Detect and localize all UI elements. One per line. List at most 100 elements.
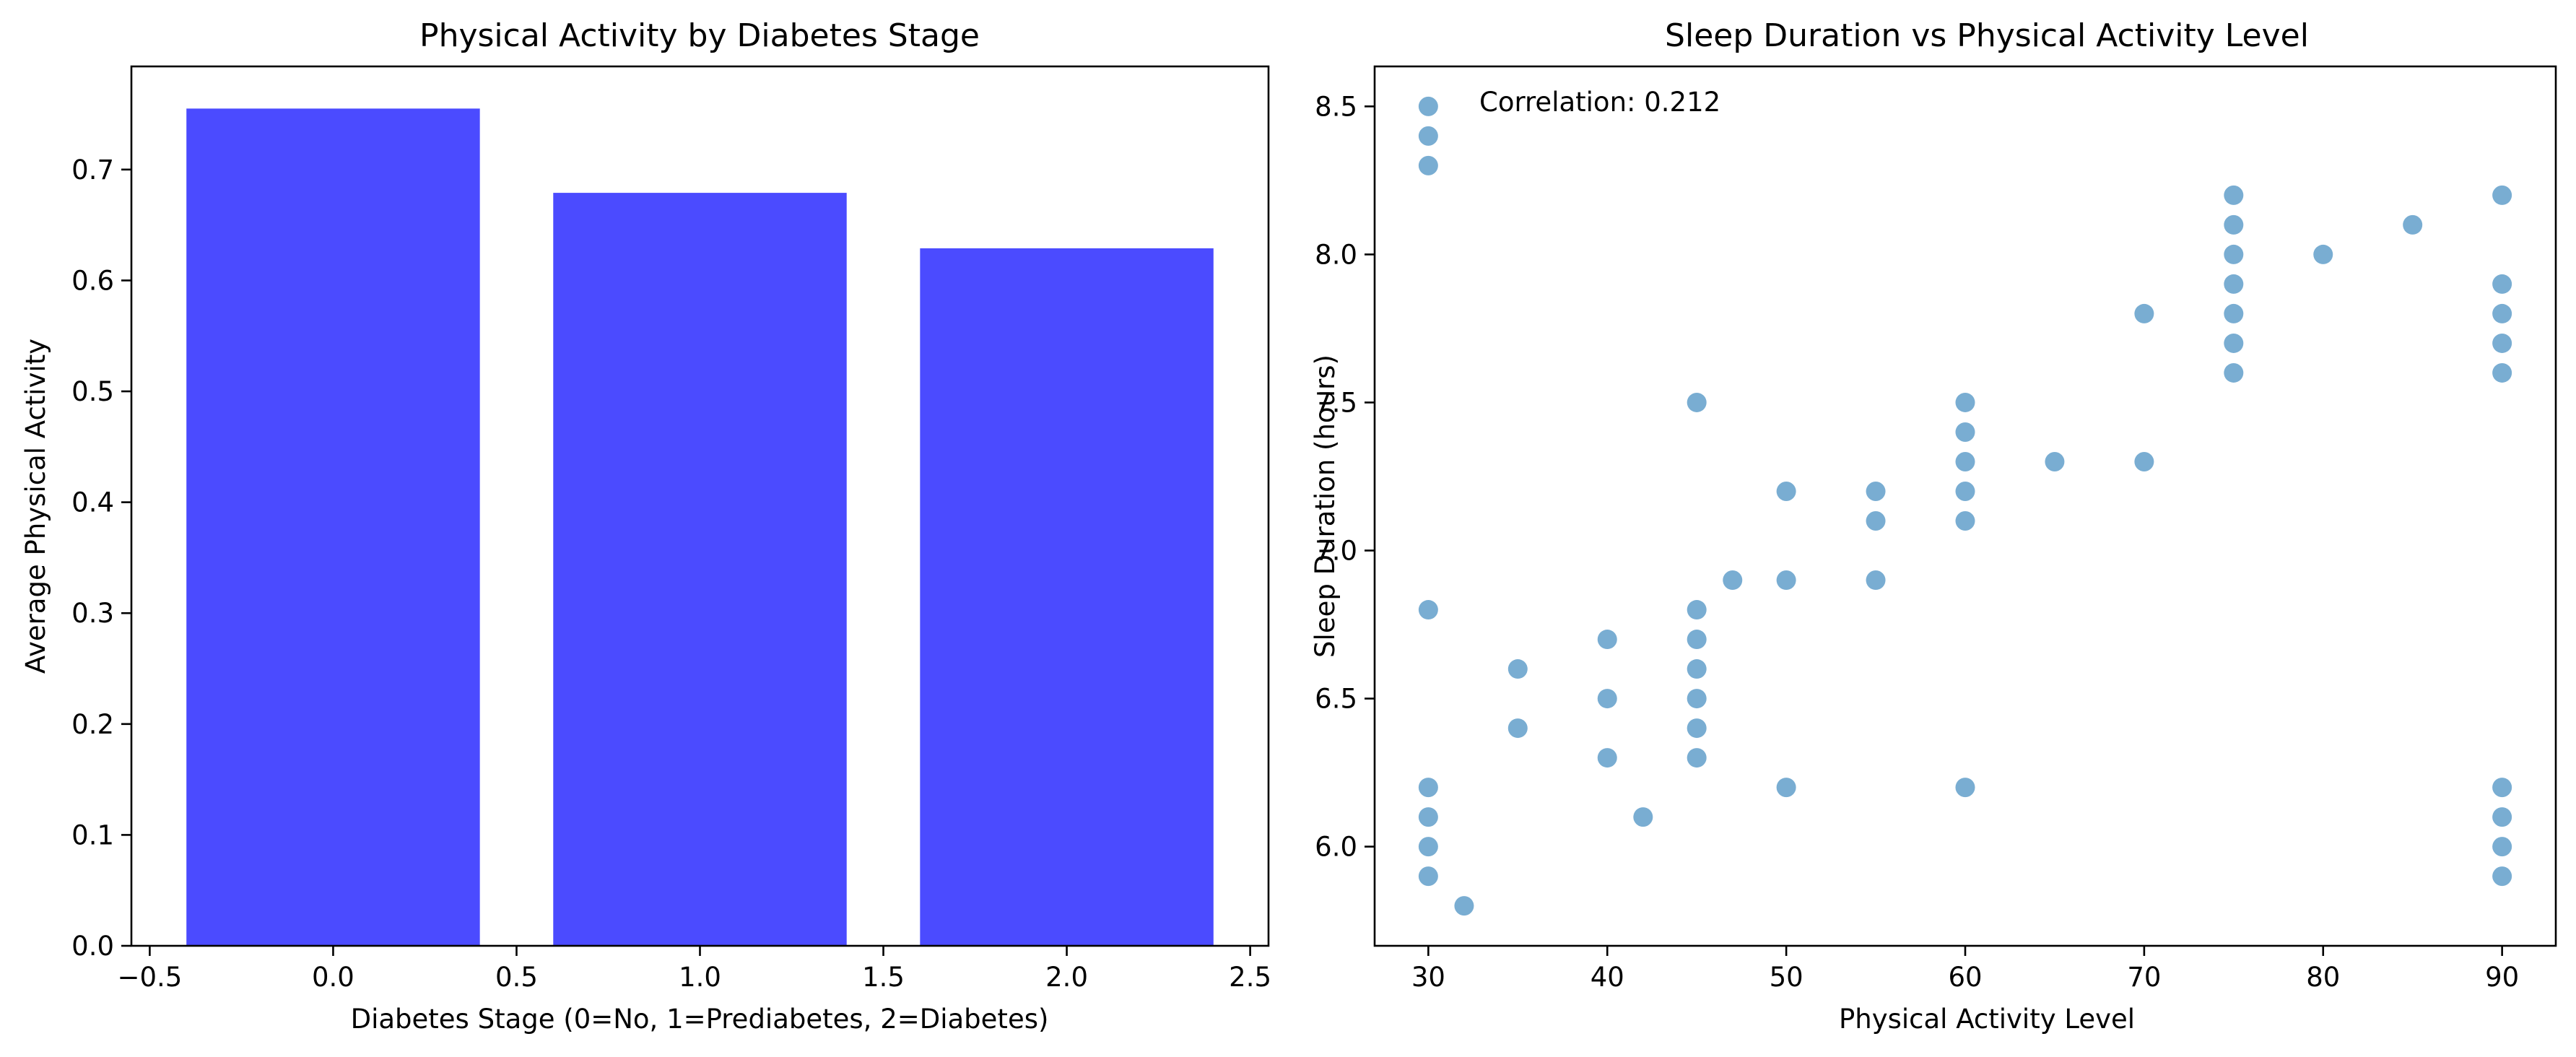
scatter-point xyxy=(2045,451,2065,471)
scatter-chart-title: Sleep Duration vs Physical Activity Leve… xyxy=(1665,17,2309,54)
y-tick-label: 6.5 xyxy=(1315,684,1357,715)
y-tick-label: 0.6 xyxy=(71,265,114,296)
x-tick-label: 30 xyxy=(1411,962,1445,993)
bar-chart-panel: Physical Activity by Diabetes Stage −0.5… xyxy=(20,17,1271,1035)
scatter-point xyxy=(1507,718,1528,739)
scatter-point xyxy=(1955,451,1975,471)
y-tick-label: 0.0 xyxy=(71,931,114,962)
bar-chart-title: Physical Activity by Diabetes Stage xyxy=(419,17,980,54)
scatter-point xyxy=(2134,303,2154,323)
y-tick-label: 7.5 xyxy=(1315,387,1357,418)
scatter-point xyxy=(1418,866,1438,887)
y-tick-label: 0.4 xyxy=(71,487,114,518)
x-tick-label: 50 xyxy=(1770,962,1803,993)
scatter-point xyxy=(2492,333,2512,353)
bar-chart-y-axis-label: Average Physical Activity xyxy=(20,339,51,674)
scatter-point xyxy=(1955,778,1975,798)
scatter-point xyxy=(2492,866,2512,887)
x-tick-label: 70 xyxy=(2127,962,2161,993)
x-tick-label: 80 xyxy=(2306,962,2340,993)
bar-stage-1 xyxy=(553,193,847,946)
x-tick-label: 1.5 xyxy=(862,962,905,993)
bar-chart-y-axis-ticks: 0.0 0.1 0.2 0.3 0.4 0.5 0.6 0.7 xyxy=(71,155,131,962)
scatter-point xyxy=(2224,333,2244,353)
scatter-point xyxy=(2224,185,2244,205)
y-tick-label: 0.5 xyxy=(71,376,114,407)
scatter-point xyxy=(2224,214,2244,235)
scatter-point xyxy=(2403,214,2423,235)
scatter-point xyxy=(1454,896,1474,916)
scatter-point xyxy=(2492,303,2512,323)
scatter-chart-plot-frame xyxy=(1373,65,2557,947)
bar-chart-x-axis-ticks: −0.5 0.0 0.5 1.0 1.5 2.0 2.5 xyxy=(117,946,1271,993)
scatter-chart-x-axis-ticks: 30 40 50 60 70 80 90 xyxy=(1411,946,2519,993)
y-tick-label: 7.0 xyxy=(1315,536,1357,567)
scatter-point xyxy=(1866,511,1886,531)
scatter-point xyxy=(1418,155,1438,175)
scatter-point xyxy=(1955,392,1975,412)
scatter-point xyxy=(1687,689,1707,709)
scatter-point xyxy=(1597,630,1617,650)
scatter-point xyxy=(1633,807,1653,827)
scatter-point xyxy=(1955,422,1975,442)
y-tick-label: 8.5 xyxy=(1315,91,1357,122)
scatter-point xyxy=(2313,244,2333,264)
scatter-point xyxy=(2224,362,2244,383)
scatter-point xyxy=(2492,185,2512,205)
x-tick-label: 40 xyxy=(1591,962,1624,993)
scatter-point xyxy=(1418,96,1438,116)
scatter-point xyxy=(1687,600,1707,620)
scatter-point xyxy=(1955,481,1975,501)
scatter-point xyxy=(2134,451,2154,471)
scatter-point xyxy=(2492,807,2512,827)
bar-stage-0 xyxy=(186,108,480,946)
scatter-point xyxy=(2492,274,2512,294)
scatter-chart-y-axis-label: Sleep Duration (hours) xyxy=(1310,354,1341,658)
scatter-point xyxy=(1776,570,1796,591)
scatter-point xyxy=(1866,570,1886,591)
scatter-point xyxy=(1687,659,1707,679)
scatter-point xyxy=(1955,511,1975,531)
scatter-point xyxy=(1687,392,1707,412)
scatter-point xyxy=(1866,481,1886,501)
scatter-point xyxy=(2224,303,2244,323)
y-tick-label: 0.2 xyxy=(71,709,114,740)
bar-stage-2 xyxy=(920,248,1214,947)
bar-chart-x-axis-label: Diabetes Stage (0=No, 1=Prediabetes, 2=D… xyxy=(351,1004,1049,1035)
x-tick-label: 0.5 xyxy=(495,962,538,993)
y-tick-label: 6.0 xyxy=(1315,832,1357,863)
scatter-point xyxy=(1597,689,1617,709)
x-tick-label: −0.5 xyxy=(117,962,182,993)
scatter-point xyxy=(1507,659,1528,679)
scatter-point xyxy=(1687,630,1707,650)
scatter-point xyxy=(1597,748,1617,768)
scatter-point xyxy=(1723,570,1743,591)
y-tick-label: 0.3 xyxy=(71,598,114,629)
scatter-point xyxy=(2224,244,2244,264)
scatter-point xyxy=(1418,778,1438,798)
bar-series xyxy=(186,108,1214,947)
scatter-point xyxy=(1418,600,1438,620)
scatter-point xyxy=(1418,807,1438,827)
scatter-point xyxy=(1418,126,1438,146)
x-tick-label: 0.0 xyxy=(312,962,354,993)
x-tick-label: 2.0 xyxy=(1045,962,1088,993)
scatter-point xyxy=(1687,748,1707,768)
bar-chart-plot-frame xyxy=(130,65,1270,947)
scatter-point xyxy=(2492,362,2512,383)
scatter-point xyxy=(2492,837,2512,857)
scatter-point xyxy=(1776,778,1796,798)
y-tick-label: 8.0 xyxy=(1315,239,1357,270)
correlation-annotation: Correlation: 0.212 xyxy=(1479,87,1720,118)
x-tick-label: 60 xyxy=(1948,962,1982,993)
scatter-chart-x-axis-label: Physical Activity Level xyxy=(1839,1004,2135,1035)
scatter-series xyxy=(1418,96,2512,916)
scatter-point xyxy=(1418,837,1438,857)
scatter-point xyxy=(1687,718,1707,739)
scatter-chart-y-axis-ticks: 6.0 6.5 7.0 7.5 8.0 8.5 xyxy=(1315,91,1375,863)
y-tick-label: 0.7 xyxy=(71,155,114,186)
scatter-chart-panel: Sleep Duration vs Physical Activity Leve… xyxy=(1310,17,2557,1035)
x-tick-label: 90 xyxy=(2485,962,2519,993)
scatter-point xyxy=(2492,778,2512,798)
